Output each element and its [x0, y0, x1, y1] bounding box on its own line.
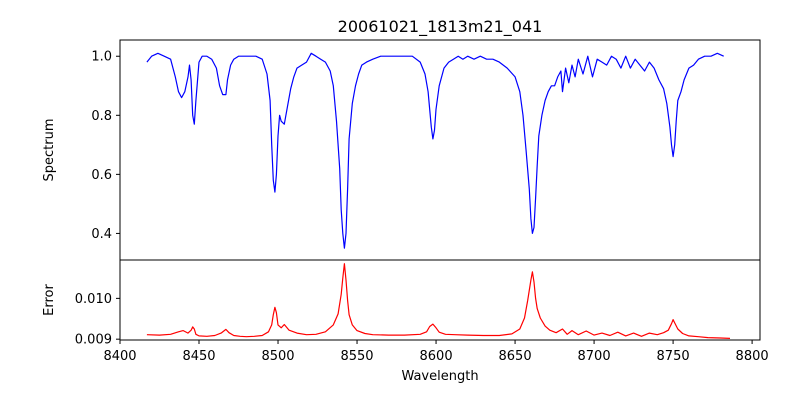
error-y-tick-label: 0.010: [75, 292, 112, 307]
spectrum-y-tick-label: 0.8: [91, 109, 112, 124]
error-line: [146, 263, 731, 339]
x-axis-label: Wavelength: [401, 369, 478, 384]
error-y-axis-label: Error: [42, 284, 57, 316]
error-y-ticks: 0.009 0.010: [75, 292, 120, 348]
chart-title: 20061021_1813m21_041: [338, 17, 543, 37]
x-tick-label: 8450: [182, 349, 215, 364]
x-tick-label: 8500: [261, 349, 294, 364]
spectrum-y-tick-label: 0.4: [91, 227, 112, 242]
x-tick-label: 8550: [340, 349, 373, 364]
error-panel: 0.009 0.010 Error: [42, 259, 761, 348]
x-tick-label: 8750: [657, 349, 690, 364]
spectrum-line: [146, 52, 724, 249]
x-tick-label: 8800: [736, 349, 769, 364]
spectrum-y-ticks: 0.4 0.6 0.8 1.0: [91, 50, 120, 242]
x-tick-label: 8650: [499, 349, 532, 364]
spectrum-y-axis-label: Spectrum: [42, 119, 57, 182]
spectrum-y-tick-label: 1.0: [91, 50, 112, 65]
error-y-tick-label: 0.009: [75, 333, 112, 348]
x-tick-label: 8600: [420, 349, 453, 364]
x-tick-label: 8700: [578, 349, 611, 364]
error-plot-frame: [119, 259, 761, 341]
x-tick-label: 8400: [103, 349, 136, 364]
spectrum-y-tick-label: 0.6: [91, 168, 112, 183]
x-axis-ticks: 8400 8450 8500 8550 8600 8650 8700 8750 8800: [103, 340, 769, 364]
